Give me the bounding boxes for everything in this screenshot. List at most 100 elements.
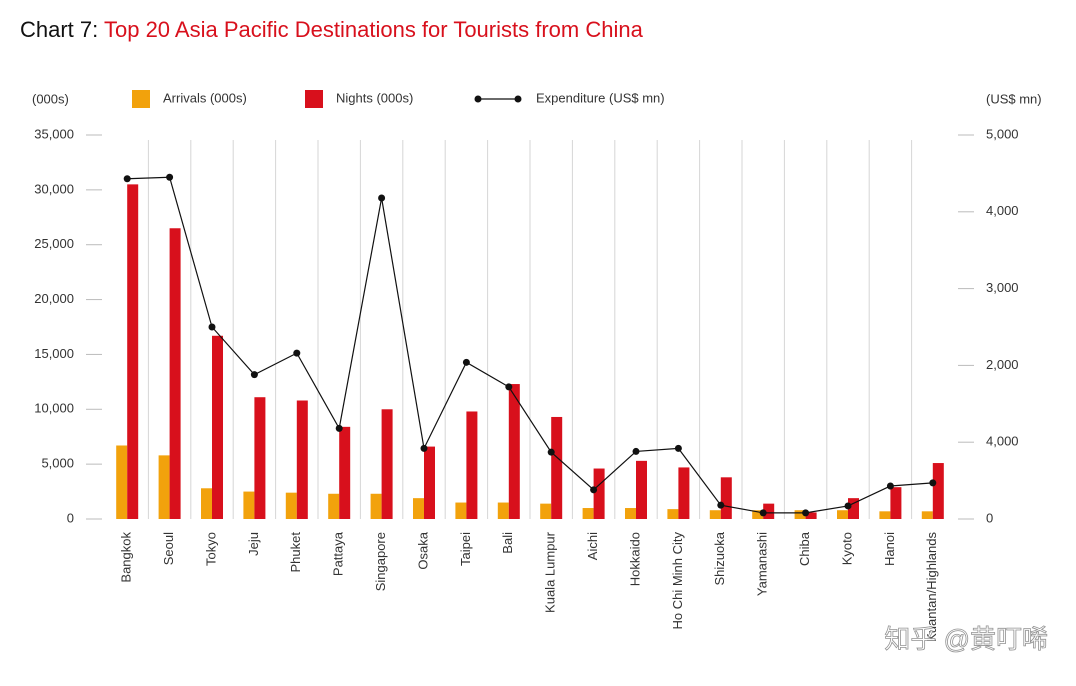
- legend-dot: [514, 95, 522, 103]
- x-tick-label: Tokyo: [203, 532, 218, 566]
- x-tick-label: Taipei: [458, 532, 473, 566]
- bar: [625, 508, 636, 519]
- bar: [848, 498, 859, 519]
- watermark: 知乎 @黄叮唏: [884, 624, 1048, 654]
- bar: [201, 488, 212, 519]
- bar: [879, 511, 891, 519]
- line-point: [590, 486, 598, 494]
- y-tick-label: 10,000: [34, 401, 74, 416]
- bar: [466, 411, 478, 519]
- bar: [508, 384, 520, 519]
- legend-label: Expenditure (US$ mn): [536, 90, 665, 105]
- bar: [593, 468, 605, 519]
- line-point: [632, 447, 640, 455]
- bar: [212, 335, 223, 519]
- bar: [254, 397, 266, 519]
- line-point: [886, 482, 894, 490]
- x-tick-label: Hokkaido: [627, 532, 642, 586]
- line-point: [420, 444, 428, 452]
- bar: [116, 445, 128, 519]
- y2-tick-label: 2,000: [986, 357, 1019, 372]
- y2-tick-label: 5,000: [986, 126, 1019, 141]
- bar: [805, 512, 817, 519]
- y2-axis-label: (US$ mn): [986, 91, 1042, 106]
- bar: [424, 446, 435, 519]
- line-point: [208, 323, 216, 331]
- line-point: [250, 371, 258, 379]
- bar: [752, 510, 764, 519]
- bar: [285, 492, 297, 519]
- line-point: [123, 175, 131, 183]
- bar: [932, 463, 944, 519]
- y2-tick-label: 4,000: [986, 203, 1019, 218]
- y2-tick-label: 4,000: [986, 434, 1019, 449]
- bar: [794, 510, 806, 519]
- chart-label: Chart 7:: [20, 17, 98, 42]
- bar: [921, 511, 933, 519]
- line-point: [166, 173, 174, 181]
- bar: [667, 509, 679, 519]
- bar: [370, 493, 382, 519]
- y-tick-label: 15,000: [34, 346, 74, 361]
- bar: [551, 416, 563, 519]
- x-tick-label: Singapore: [373, 532, 388, 591]
- legend-swatch: [305, 90, 323, 108]
- y-tick-label: 25,000: [34, 236, 74, 251]
- x-tick-label: Jeju: [246, 532, 261, 556]
- line: [127, 176, 933, 514]
- y-tick-label: 0: [67, 510, 74, 525]
- line-point: [462, 358, 470, 366]
- y-tick-label: 5,000: [41, 456, 74, 471]
- line-point: [674, 444, 682, 452]
- line-point: [802, 509, 810, 517]
- y-axis-label: (000s): [32, 91, 69, 106]
- bar: [837, 510, 848, 519]
- x-tick-label: Kuala Lumpur: [543, 531, 558, 613]
- y2-tick-label: 3,000: [986, 280, 1019, 295]
- x-tick-label: Chiba: [797, 531, 812, 566]
- line-point: [378, 194, 386, 202]
- bar: [339, 426, 351, 519]
- line-point: [335, 424, 343, 432]
- x-tick-label: Ho Chi Minh City: [670, 532, 685, 630]
- bar: [413, 498, 424, 519]
- x-tick-label: Pattaya: [331, 531, 346, 576]
- y-tick-label: 30,000: [34, 181, 74, 196]
- y2-tick-label: 0: [986, 510, 993, 525]
- bar: [158, 455, 170, 519]
- y-tick-label: 35,000: [34, 126, 74, 141]
- legend-label: Nights (000s): [336, 90, 413, 105]
- bar: [127, 184, 139, 519]
- bar: [540, 503, 552, 519]
- bar: [709, 510, 721, 519]
- bar: [636, 460, 647, 519]
- line-point: [293, 349, 301, 357]
- bar: [678, 467, 690, 519]
- bar: [169, 228, 181, 519]
- chart-title: Chart 7: Top 20 Asia Pacific Destination…: [20, 17, 644, 42]
- x-tick-label: Aichi: [585, 532, 600, 560]
- x-tick-label: Bali: [500, 532, 515, 554]
- y-tick-label: 20,000: [34, 291, 74, 306]
- x-tick-label: Kyoto: [839, 532, 854, 565]
- chart-title-text: Top 20 Asia Pacific Destinations for Tou…: [104, 17, 644, 42]
- bar: [582, 508, 594, 519]
- line-point: [547, 448, 555, 456]
- bar: [243, 491, 255, 519]
- x-tick-label: Kuantan/Highlands: [924, 532, 939, 642]
- x-tick-label: Seoul: [161, 532, 176, 565]
- line-point: [929, 479, 937, 487]
- bar: [763, 503, 775, 519]
- legend-swatch: [132, 90, 150, 108]
- legend-dot: [474, 95, 482, 103]
- bar: [455, 502, 467, 519]
- bar: [890, 487, 902, 519]
- x-tick-label: Phuket: [288, 532, 303, 573]
- x-tick-label: Osaka: [415, 531, 430, 569]
- x-tick-label: Bangkok: [119, 532, 134, 583]
- bar: [328, 493, 340, 519]
- bar: [296, 400, 308, 519]
- x-tick-label: Hanoi: [882, 532, 897, 566]
- bar: [720, 477, 732, 519]
